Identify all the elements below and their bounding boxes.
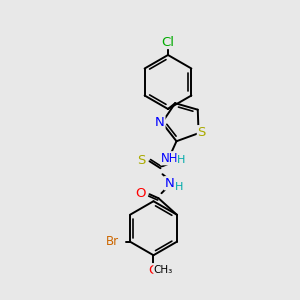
Text: H: H: [177, 155, 186, 165]
Text: O: O: [135, 187, 146, 200]
Text: N: N: [155, 116, 165, 129]
Text: Br: Br: [106, 235, 119, 248]
Text: S: S: [197, 126, 206, 139]
Text: CH₃: CH₃: [154, 265, 173, 275]
Text: NH: NH: [161, 152, 178, 165]
Text: S: S: [137, 154, 146, 167]
Text: O: O: [148, 264, 159, 277]
Text: Cl: Cl: [161, 35, 175, 49]
Text: H: H: [175, 182, 184, 192]
Text: N: N: [165, 177, 174, 190]
